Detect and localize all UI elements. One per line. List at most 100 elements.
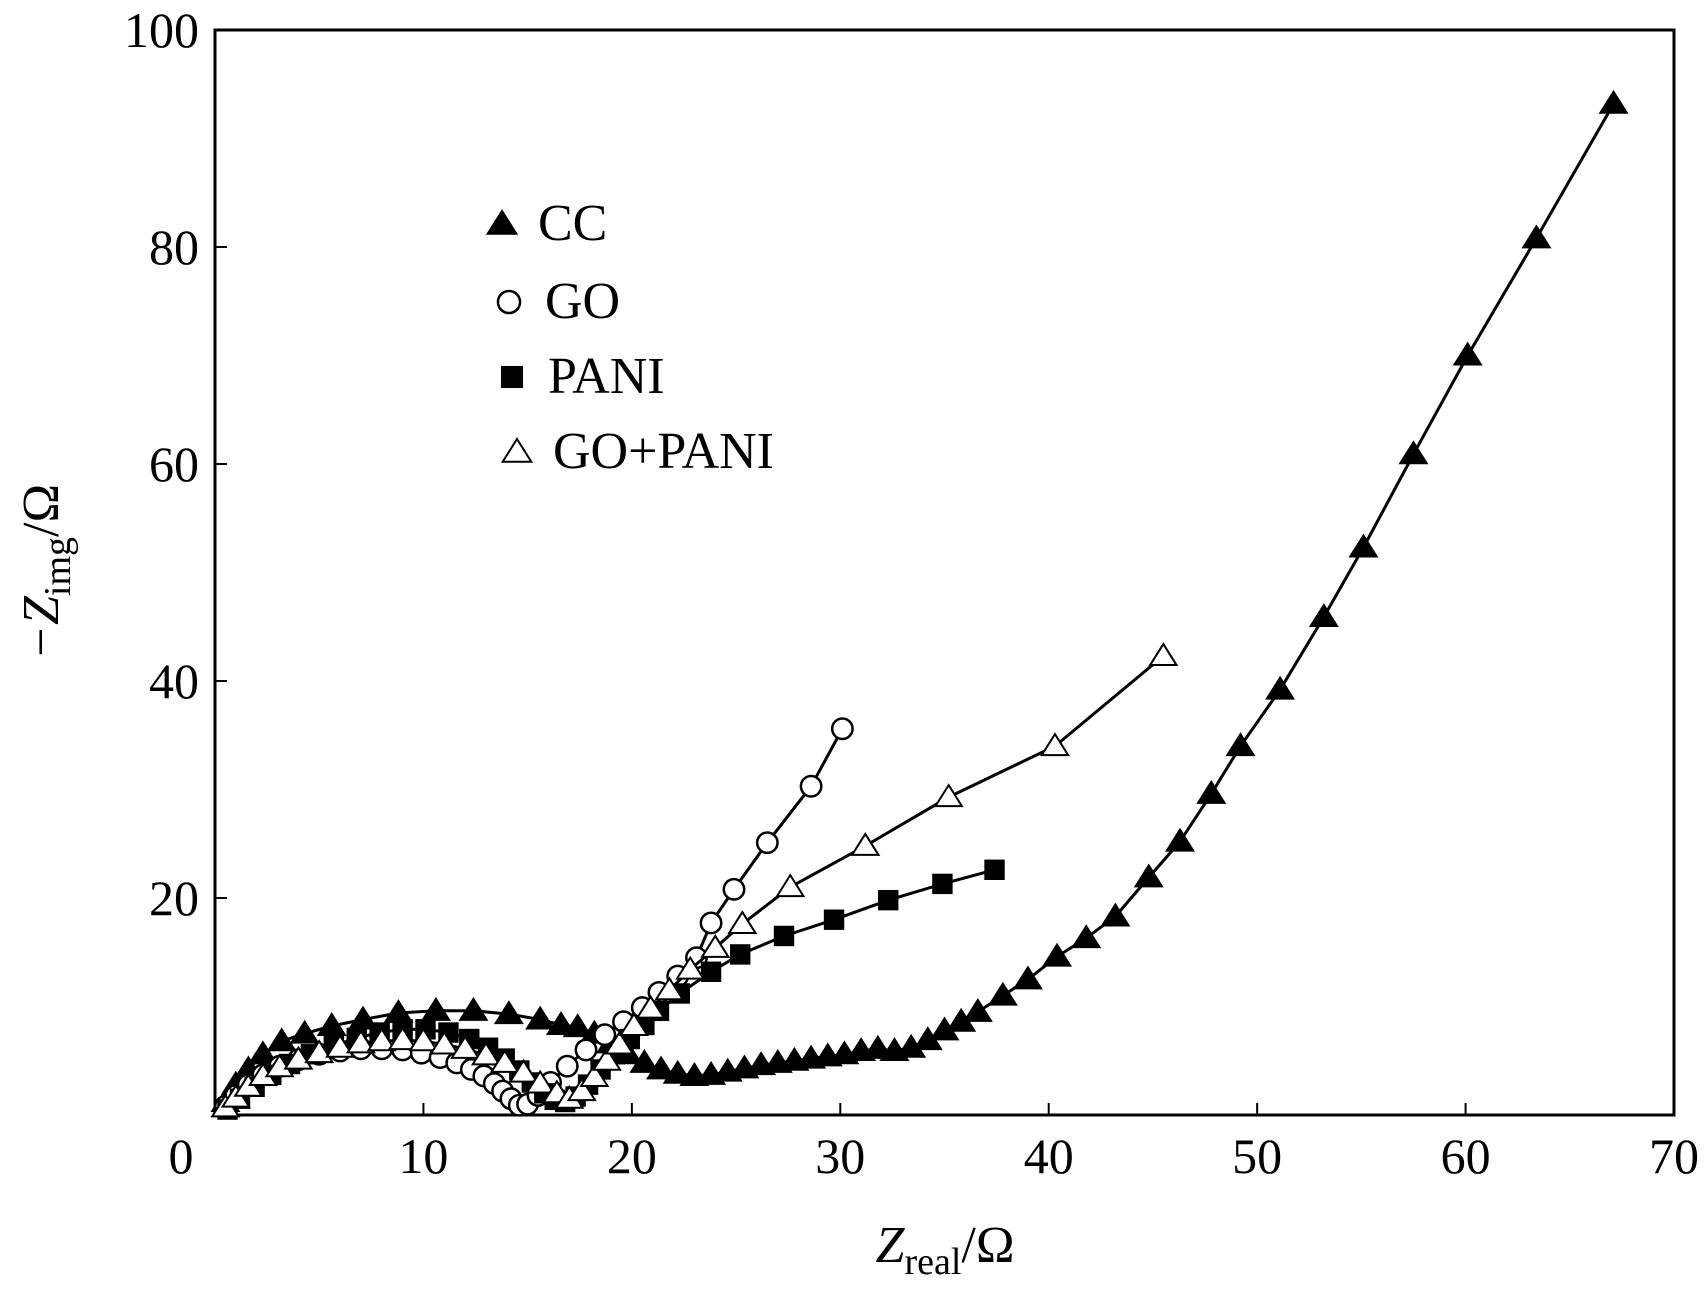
data-point-go-pani xyxy=(700,934,731,958)
data-point-go xyxy=(574,1038,598,1062)
x-tick-label: 70 xyxy=(1649,1128,1699,1184)
series-cc xyxy=(210,89,1629,1112)
y-tick-label: 60 xyxy=(149,436,199,492)
data-point-go-pani xyxy=(675,955,706,980)
data-point-cc xyxy=(1398,440,1429,465)
data-point-cc xyxy=(1133,863,1164,888)
data-point-go xyxy=(830,717,854,741)
data-point-go-pani xyxy=(283,1045,314,1070)
data-point-cc xyxy=(1165,827,1196,852)
x-tick-label: 0 xyxy=(169,1128,194,1184)
series-go-pani xyxy=(210,642,1179,1118)
data-point-go-pani xyxy=(850,832,881,856)
data-point-go-pani xyxy=(408,1027,439,1052)
data-point-cc xyxy=(1225,732,1256,757)
data-point-go-pani xyxy=(429,1030,460,1055)
legend-label: CC xyxy=(538,195,607,252)
data-point-go xyxy=(799,774,823,798)
plot-frame xyxy=(213,28,1676,1117)
data-point-cc xyxy=(962,998,993,1022)
data-point-go-pani xyxy=(325,1033,356,1058)
data-point-cc xyxy=(1348,533,1379,558)
legend-label: GO+PANI xyxy=(553,423,774,480)
data-point-cc xyxy=(862,1034,893,1059)
data-point-go-pani xyxy=(933,783,964,808)
x-tick-label: 60 xyxy=(1441,1128,1491,1184)
x-tick-label: 40 xyxy=(1024,1128,1074,1184)
data-point-cc xyxy=(545,1011,577,1035)
legend-marker-pani xyxy=(500,365,524,389)
x-tick-label: 20 xyxy=(607,1128,657,1184)
data-point-go-pani xyxy=(470,1041,501,1066)
data-point-pani xyxy=(984,859,1005,880)
data-point-cc xyxy=(1071,924,1102,949)
data-point-cc xyxy=(1598,89,1629,114)
legend-marker-go xyxy=(496,289,522,315)
x-tick-label: 30 xyxy=(815,1128,865,1184)
data-point-cc xyxy=(266,1027,297,1052)
data-point-go xyxy=(722,877,746,901)
data-point-go-pani xyxy=(591,1046,622,1071)
data-point-go-pani xyxy=(508,1058,539,1083)
data-point-cc xyxy=(1521,224,1552,249)
data-point-cc xyxy=(316,1012,347,1037)
data-point-go-pani xyxy=(566,1077,597,1102)
data-point-go-pani xyxy=(387,1026,418,1051)
legend-item-pani: PANI xyxy=(500,348,665,405)
data-point-go-pani xyxy=(618,1012,649,1037)
data-point-cc xyxy=(1100,902,1131,927)
y-tick-label: 100 xyxy=(124,2,199,58)
y-tick-label: 80 xyxy=(149,219,199,275)
y-axis-ticks: 20 40 60 80 100 xyxy=(124,2,227,1116)
data-point-go-pani xyxy=(579,1063,610,1088)
y-axis-label: −Zimg/Ω xyxy=(13,484,79,660)
legend-item-cc: CC xyxy=(485,195,607,252)
data-point-cc xyxy=(1196,779,1227,804)
data-point-go xyxy=(593,1023,617,1047)
data-point-cc xyxy=(1012,965,1043,990)
data-point-pani xyxy=(773,925,795,947)
data-point-go-pani xyxy=(489,1049,520,1073)
data-point-go xyxy=(755,831,779,855)
data-point-pani xyxy=(932,873,953,895)
x-axis-label: Zreal/Ω xyxy=(876,1217,1015,1283)
data-point-cc xyxy=(646,1055,677,1080)
data-point-go xyxy=(699,911,723,935)
legend-marker-cc xyxy=(485,209,519,235)
data-point-cc xyxy=(1308,603,1339,627)
data-point-go-pani xyxy=(345,1029,376,1054)
data-point-pani xyxy=(823,909,845,930)
data-point-go-pani xyxy=(604,1030,635,1055)
data-point-go-pani xyxy=(1039,732,1070,757)
legend-label: PANI xyxy=(548,348,665,405)
legend-item-go-pani: GO+PANI xyxy=(500,423,774,480)
data-point-pani xyxy=(700,961,722,982)
data-point-pani xyxy=(730,944,751,965)
data-point-cc xyxy=(1042,942,1073,967)
data-point-go-pani xyxy=(366,1027,397,1052)
legend-marker-go-pani xyxy=(500,437,534,463)
series-line-cc xyxy=(224,103,1615,1103)
data-point-cc xyxy=(987,981,1018,1006)
data-point-go xyxy=(555,1054,579,1078)
legend: CC GO PANI GO+PANI xyxy=(485,195,774,480)
data-point-go-pani xyxy=(775,873,806,898)
data-point-cc xyxy=(458,996,489,1021)
legend-label: GO xyxy=(545,273,620,330)
y-tick-label: 40 xyxy=(149,653,199,709)
data-point-go-pani xyxy=(635,994,666,1019)
data-point-go-pani xyxy=(1148,642,1179,667)
data-point-cc xyxy=(562,1013,593,1038)
data-point-go-pani xyxy=(525,1069,556,1094)
x-axis-ticks: 0 10 20 30 40 50 60 70 xyxy=(169,1103,1699,1184)
x-tick-label: 10 xyxy=(398,1128,448,1184)
data-point-cc xyxy=(525,1005,556,1030)
data-point-go-pani xyxy=(654,976,685,1001)
data-point-pani xyxy=(878,889,899,911)
series-pani xyxy=(217,859,1005,1120)
y-tick-label: 20 xyxy=(149,870,199,926)
data-point-cc xyxy=(662,1059,693,1084)
legend-item-go: GO xyxy=(496,273,620,330)
data-point-cc xyxy=(493,1000,524,1025)
